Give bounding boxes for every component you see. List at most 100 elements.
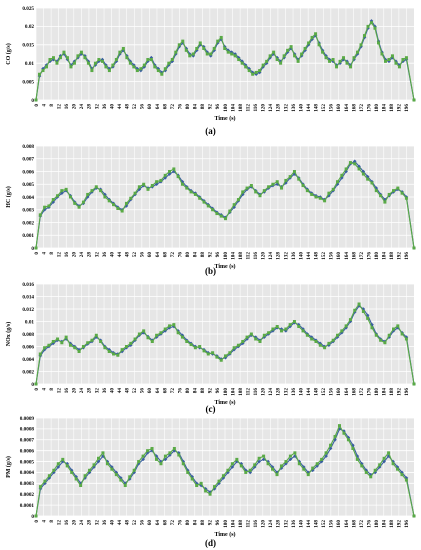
- data-point-measured: [374, 333, 378, 337]
- data-point-predicted: [320, 48, 325, 53]
- data-point-measured: [323, 346, 327, 350]
- data-point-predicted: [245, 337, 249, 341]
- x-tick-label: 160: [336, 520, 342, 528]
- data-point-measured: [232, 346, 236, 350]
- data-point-measured: [363, 34, 367, 38]
- data-point-measured: [353, 308, 357, 312]
- x-tick-label: 64: [155, 520, 161, 526]
- x-tick-label: 144: [306, 520, 312, 528]
- data-point-measured: [121, 46, 125, 50]
- data-point-measured: [180, 335, 184, 339]
- data-point-measured: [212, 46, 216, 50]
- data-point-measured: [387, 333, 391, 337]
- data-point-predicted: [368, 472, 373, 477]
- data-point-measured: [380, 52, 384, 56]
- data-point-measured: [359, 43, 363, 47]
- x-tick-label: 184: [382, 252, 388, 260]
- data-point-measured: [383, 200, 387, 204]
- x-tick-label: 24: [79, 388, 85, 394]
- data-point-measured: [119, 478, 123, 482]
- x-tick-label: 84: [193, 252, 199, 258]
- y-tick-label: 0.01: [25, 319, 34, 325]
- data-point-measured: [79, 50, 83, 54]
- y-tick-label: 0.0004: [20, 470, 35, 476]
- data-point-measured: [81, 345, 85, 348]
- data-point-measured: [150, 340, 154, 343]
- data-point-measured: [318, 196, 322, 200]
- x-tick-label: 112: [245, 104, 251, 112]
- data-point-predicted: [154, 182, 159, 187]
- x-tick-label: 96: [215, 104, 221, 110]
- data-point-measured: [267, 185, 271, 189]
- data-point-predicted: [146, 59, 150, 64]
- x-tick-label: 192: [397, 252, 403, 260]
- x-tick-label: 28: [87, 388, 93, 394]
- x-tick-label: 92: [208, 388, 214, 394]
- data-point-measured: [112, 352, 116, 356]
- x-tick-label: 100: [223, 520, 229, 528]
- data-point-measured: [314, 340, 318, 343]
- data-point-predicted: [190, 475, 195, 479]
- x-tick-label: 152: [321, 520, 327, 528]
- data-point-measured: [331, 58, 335, 62]
- x-tick-label: 16: [64, 104, 70, 110]
- x-tick-label: 4: [41, 104, 47, 107]
- x-tick-label: 48: [125, 252, 131, 258]
- data-point-measured: [124, 201, 128, 205]
- x-tick-label: 124: [268, 520, 274, 528]
- data-point-measured: [198, 196, 202, 200]
- data-point-measured: [107, 350, 111, 353]
- data-point-measured: [142, 329, 146, 333]
- y-tick-label: 0.0003: [20, 481, 35, 487]
- data-point-predicted: [261, 457, 266, 462]
- x-tick-label: 80: [185, 520, 191, 526]
- data-point-measured: [129, 196, 133, 200]
- x-tick-label: 168: [351, 252, 357, 260]
- y-tick-label: 0.004: [22, 357, 34, 363]
- x-tick-label: 160: [336, 252, 342, 260]
- data-point-measured: [101, 451, 105, 455]
- data-point-measured: [44, 65, 48, 69]
- data-point-measured: [120, 209, 124, 213]
- data-point-measured: [361, 172, 365, 176]
- data-point-measured: [159, 462, 163, 466]
- data-point-measured: [107, 199, 111, 203]
- data-point-measured: [104, 65, 108, 69]
- data-point-measured: [288, 454, 292, 458]
- data-point-predicted: [181, 459, 186, 464]
- y-tick-label: 0.004: [22, 195, 34, 201]
- data-point-measured: [271, 327, 275, 331]
- y-tick-label: 0.008: [22, 144, 34, 150]
- y-axis-label: HC (g/s): [5, 186, 12, 208]
- data-point-measured: [327, 341, 331, 345]
- x-tick-label: 44: [117, 252, 123, 258]
- data-point-measured: [34, 98, 38, 102]
- data-point-measured: [342, 431, 346, 435]
- data-point-measured: [68, 343, 72, 347]
- x-tick-label: 168: [351, 104, 357, 112]
- data-point-measured: [396, 467, 400, 471]
- data-point-measured: [305, 189, 309, 193]
- x-tick-label: 128: [276, 388, 282, 396]
- data-point-measured: [163, 327, 167, 331]
- x-tick-label: 192: [397, 520, 403, 528]
- data-point-measured: [266, 462, 270, 466]
- data-point-measured: [233, 54, 237, 58]
- x-tick-label: 20: [72, 388, 78, 394]
- data-point-measured: [73, 346, 77, 350]
- data-point-predicted: [355, 52, 360, 56]
- data-point-measured: [65, 464, 69, 468]
- x-tick-label: 96: [215, 520, 221, 526]
- data-point-predicted: [149, 55, 154, 60]
- data-point-measured: [189, 343, 193, 347]
- data-point-measured: [190, 477, 194, 481]
- data-point-measured: [251, 72, 255, 76]
- data-point-predicted: [317, 41, 321, 45]
- data-point-predicted: [194, 481, 199, 486]
- data-point-measured: [223, 46, 227, 50]
- y-tick-label: 0.0007: [20, 438, 35, 444]
- x-tick-label: 32: [94, 520, 100, 526]
- data-point-measured: [404, 196, 408, 200]
- data-point-predicted: [176, 329, 180, 333]
- x-tick-label: 76: [177, 388, 183, 394]
